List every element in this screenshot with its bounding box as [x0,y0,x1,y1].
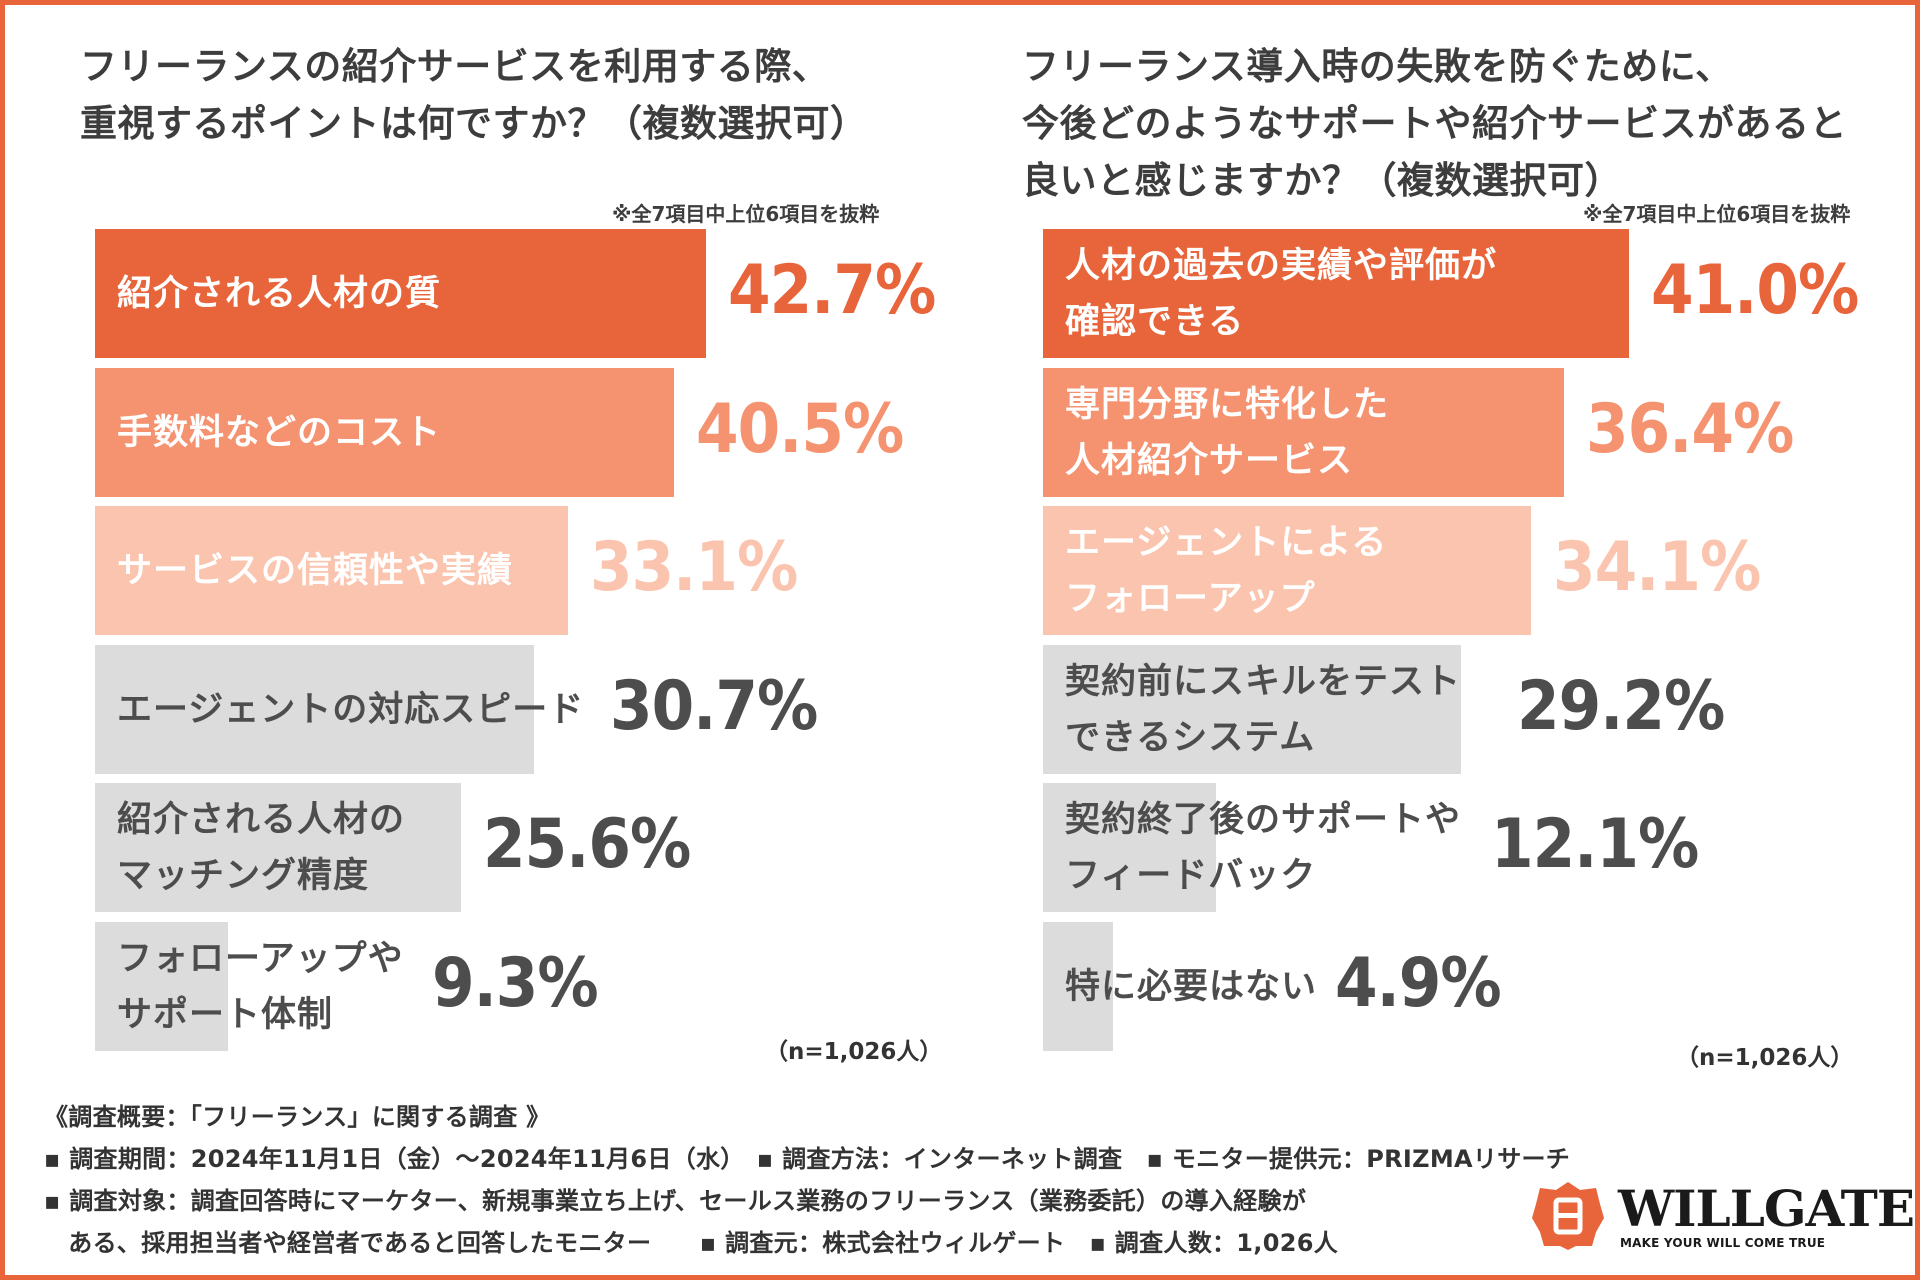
logo-tagline: MAKE YOUR WILL COME TRUE [1620,1236,1826,1250]
bar-category-label: エージェントの対応スピード [117,689,585,730]
bar-category-label: フォローアップや サポート体制 [117,938,404,1035]
left-chart-title: フリーランスの紹介サービスを利用する際、 重視するポイントは何ですか？（複数選択… [80,45,868,145]
survey-summary-line: ある、採用担当者や経営者であると回答したモニター ▪ 調査元：株式会社ウィルゲー… [44,1229,1339,1257]
bar [1043,922,1113,1051]
bar-value-label: 42.7% [728,251,936,330]
right-bar-chart: 人材の過去の実績や評価が 確認できる 41.0% 専門分野に特化した 人材紹介サービ… [1043,229,1903,1051]
bar [1043,645,1461,774]
bar-category-label: 契約終了後のサポートや フィードバック [1065,799,1462,896]
bar [95,368,674,497]
bar-value-label: 4.9% [1335,944,1502,1023]
bar-category-label: 手数料などのコスト [117,412,442,453]
bar-category-label: 紹介される人材の マッチング精度 [117,799,406,896]
bar-value-label: 33.1% [590,528,798,607]
bar-category-label: 紹介される人材の質 [117,273,442,314]
right-chart-title: フリーランス導入時の失敗を防ぐために、 今後どのようなサポートや紹介サービスがあ… [1022,45,1847,202]
survey-summary-heading: 《調査概要：「フリーランス」に関する調査 》 [44,1103,551,1131]
bar [1043,229,1629,358]
bar [95,506,568,635]
left-bar-chart: 紹介される人材の質 42.7% 手数料などのコスト 40.5% サービスの信頼性や実績 3… [95,229,955,1051]
bar-value-label: 41.0% [1651,251,1859,330]
bar-value-label: 30.7% [610,667,818,746]
bar-value-label: 25.6% [483,805,691,884]
bar-category-label: 契約前にスキルをテスト できるシステム [1065,661,1462,758]
bar [95,783,461,912]
willgate-mark-icon [1532,1182,1604,1250]
bar-value-label: 9.3% [432,944,599,1023]
bar-value-label: 40.5% [696,390,904,469]
bar-category-label: サービスの信頼性や実績 [117,550,514,591]
bar [1043,368,1564,497]
bar-category-label: 人材の過去の実績や評価が 確認できる [1065,245,1498,342]
bar-category-label: 特に必要はない [1065,966,1318,1007]
bar-category-label: 専門分野に特化した 人材紹介サービス [1065,384,1390,481]
bar [95,645,534,774]
bar [95,922,228,1051]
bar-value-label: 34.1% [1553,528,1761,607]
bar-value-label: 36.4% [1586,390,1794,469]
bar-value-label: 12.1% [1491,805,1699,884]
right-sample-size: （n=1,026人） [1676,1045,1854,1071]
left-sample-size: （n=1,026人） [765,1039,943,1065]
left-chart-note: ※全7項目中上位6項目を抜粋 [612,202,880,226]
willgate-logo: WILLGATE MAKE YOUR WILL COME TRUE [1530,1180,1915,1250]
bar [1043,783,1216,912]
bar-value-label: 29.2% [1517,667,1725,746]
bar [95,229,706,358]
logo-wordmark: WILLGATE [1618,1179,1915,1238]
bar [1043,506,1531,635]
survey-summary-line: ▪ 調査対象：調査回答時にマーケター、新規事業立ち上げ、セールス業務のフリーラン… [44,1187,1307,1215]
bar-category-label: エージェントによる フォローアップ [1065,522,1388,619]
right-chart-note: ※全7項目中上位6項目を抜粋 [1583,202,1851,226]
survey-summary-line: ▪ 調査期間：2024年11月1日（金）～2024年11月6日（水） ▪ 調査方… [44,1145,1571,1173]
